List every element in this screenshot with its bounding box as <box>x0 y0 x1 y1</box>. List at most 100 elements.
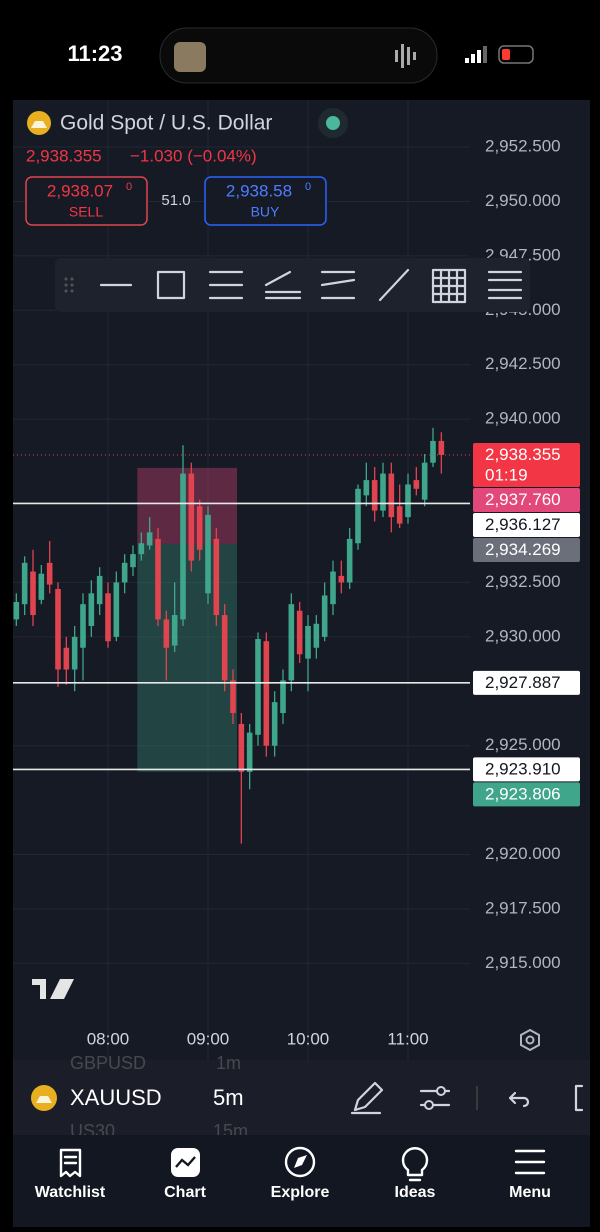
market-status-dot <box>326 116 340 130</box>
draw-icon[interactable] <box>350 1081 384 1115</box>
price-label: 2,927.887 <box>485 673 561 692</box>
candle-body <box>313 623 320 648</box>
candle-body <box>405 484 411 518</box>
menu-icon[interactable] <box>514 1149 546 1175</box>
candle-body <box>355 488 361 544</box>
price-change: −1.030 (−0.04%) <box>130 146 257 165</box>
dynamic-island <box>159 27 438 84</box>
candle-body <box>321 595 328 637</box>
candle-body <box>96 575 103 605</box>
settings-icon-center <box>525 1035 535 1045</box>
y-tick-label: 2,940.000 <box>485 409 561 428</box>
undo-icon[interactable] <box>508 1091 530 1108</box>
candle-body <box>388 473 395 518</box>
status-time: 11:23 <box>67 41 122 66</box>
candle-body <box>63 647 70 670</box>
y-tick-label: 2,917.500 <box>485 898 561 917</box>
candle-body <box>113 582 120 637</box>
candle-body <box>138 543 145 555</box>
candle-body <box>430 440 436 463</box>
price-label-bg <box>473 757 580 782</box>
candle-body <box>105 593 111 642</box>
y-tick-label: 2,930.000 <box>485 626 561 645</box>
symbol[interactable]: XAUUSD <box>70 1085 162 1110</box>
tool-levels[interactable] <box>487 270 523 300</box>
candle-body <box>396 506 403 524</box>
tool-pitchfork[interactable] <box>264 270 302 300</box>
symbol-icon-bars <box>36 1096 52 1103</box>
candle-body <box>305 625 311 659</box>
nav-label: Ideas <box>395 1184 436 1201</box>
tool-fib[interactable] <box>320 270 356 300</box>
buy-price-sup: 0 <box>305 181 311 193</box>
sell-button[interactable] <box>25 176 148 226</box>
candle-body <box>371 480 378 511</box>
y-tick-label: 2,942.500 <box>485 354 561 373</box>
candle-body <box>230 680 236 714</box>
nav-label: Watchlist <box>35 1184 106 1201</box>
candle-body <box>205 514 211 594</box>
y-tick-label: 2,950.000 <box>485 191 561 210</box>
faded-symbol: GBPUSD <box>70 1053 146 1073</box>
drawing-toolbar <box>55 258 530 312</box>
indicators-knob <box>436 1086 446 1096</box>
price-label: 2,934.269 <box>485 540 561 559</box>
buy-price: 2,938.58 <box>226 181 292 200</box>
candle-body <box>155 538 161 620</box>
candle-body <box>346 538 353 583</box>
price-label: 2,923.910 <box>485 759 561 778</box>
candle-body <box>146 532 153 546</box>
explore-icon[interactable] <box>284 1146 316 1178</box>
tool-grid[interactable] <box>431 268 467 304</box>
nav-bar <box>13 1135 590 1227</box>
y-tick-label: 2,920.000 <box>485 844 561 863</box>
candle-body <box>21 562 28 605</box>
settings-icon[interactable] <box>520 1028 540 1052</box>
y-tick-label: 2,952.500 <box>485 137 561 156</box>
candle-body <box>288 604 295 681</box>
price-label-bg <box>473 670 580 695</box>
sell-price-sup: 0 <box>126 181 132 193</box>
candle-body <box>271 702 278 746</box>
candle-body <box>188 473 195 561</box>
candle-body <box>280 680 286 714</box>
candle-body <box>180 473 186 620</box>
y-tick-label: 2,932.500 <box>485 572 561 591</box>
candle-body <box>380 473 386 511</box>
nav-label: Menu <box>509 1184 551 1201</box>
sell-label: SELL <box>69 204 103 220</box>
spread: 51.0 <box>161 192 190 209</box>
interval[interactable]: 5m <box>213 1085 244 1110</box>
candle-body <box>338 575 345 583</box>
x-tick-label: 09:00 <box>187 1029 230 1048</box>
price-label-bg <box>473 487 580 512</box>
battery-level <box>502 49 510 60</box>
candle-body <box>421 462 428 500</box>
candle-body <box>80 604 86 648</box>
buy-button[interactable] <box>204 176 327 226</box>
candle-body <box>163 619 170 648</box>
price-label-bg <box>473 512 580 537</box>
x-tick-label: 11:00 <box>387 1029 428 1048</box>
y-tick-label: 2,915.000 <box>485 953 561 972</box>
tool-channel[interactable] <box>208 270 244 300</box>
tool-rectangle[interactable] <box>156 270 186 300</box>
ideas-icon[interactable] <box>401 1147 429 1182</box>
watchlist-icon[interactable] <box>59 1148 82 1178</box>
price-label: 2,923.806 <box>485 784 561 803</box>
tool-trend-line[interactable] <box>378 268 410 302</box>
plot-area <box>13 100 470 1060</box>
nav-label: Explore <box>271 1184 330 1201</box>
candle-body <box>46 562 53 585</box>
candle-body <box>71 636 78 670</box>
battery <box>498 45 534 64</box>
position-target-zone <box>137 543 237 772</box>
price-label: 2,937.760 <box>485 490 561 509</box>
candle-body <box>30 571 36 616</box>
candle-body <box>13 602 20 620</box>
more-icon[interactable] <box>574 1084 584 1112</box>
tradingview-logo <box>32 979 74 999</box>
last-price: 2,938.355 <box>26 146 102 165</box>
